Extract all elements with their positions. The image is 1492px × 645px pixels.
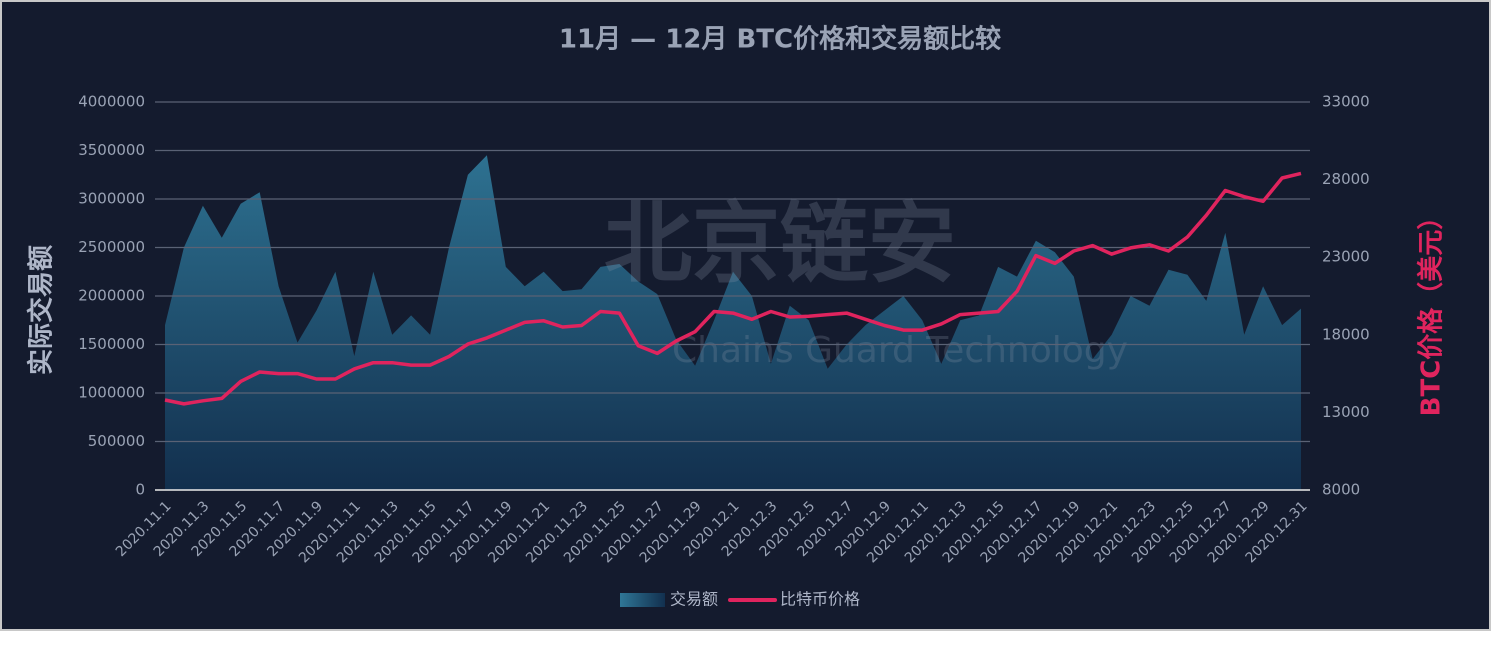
- watermark-subtitle: Chains Guard Technology: [672, 330, 1128, 371]
- y-tick-label: 2000000: [78, 287, 145, 305]
- y2-tick-label: 33000: [1322, 93, 1370, 111]
- y2-tick-label: 8000: [1322, 481, 1360, 499]
- y-axis-title: 实际交易额: [26, 245, 57, 375]
- chart-title: 11月 — 12月 BTC价格和交易额比较: [559, 24, 1001, 55]
- y2-tick-label: 18000: [1322, 325, 1370, 343]
- legend-label: 交易额: [670, 590, 718, 609]
- y-tick-label: 1500000: [78, 335, 145, 353]
- legend-swatch: [620, 593, 665, 607]
- y-tick-label: 1000000: [78, 384, 145, 402]
- price-line: [164, 171, 1302, 406]
- watermark: 北京链安: [604, 192, 956, 295]
- y2-tick-label: 13000: [1322, 403, 1370, 421]
- y-tick-label: 3500000: [78, 141, 145, 159]
- y2-axis-title: BTC价格（美元）: [1416, 204, 1447, 417]
- y-tick-label: 0: [135, 481, 145, 499]
- y-tick-label: 4000000: [78, 93, 145, 111]
- y-tick-label: 3000000: [78, 190, 145, 208]
- y-tick-label: 2500000: [78, 238, 145, 256]
- y2-tick-label: 28000: [1322, 170, 1370, 188]
- y-tick-label: 500000: [88, 432, 145, 450]
- volume-area: [165, 155, 1301, 491]
- legend-label: 比特币价格: [780, 590, 860, 609]
- y2-tick-label: 23000: [1322, 248, 1370, 266]
